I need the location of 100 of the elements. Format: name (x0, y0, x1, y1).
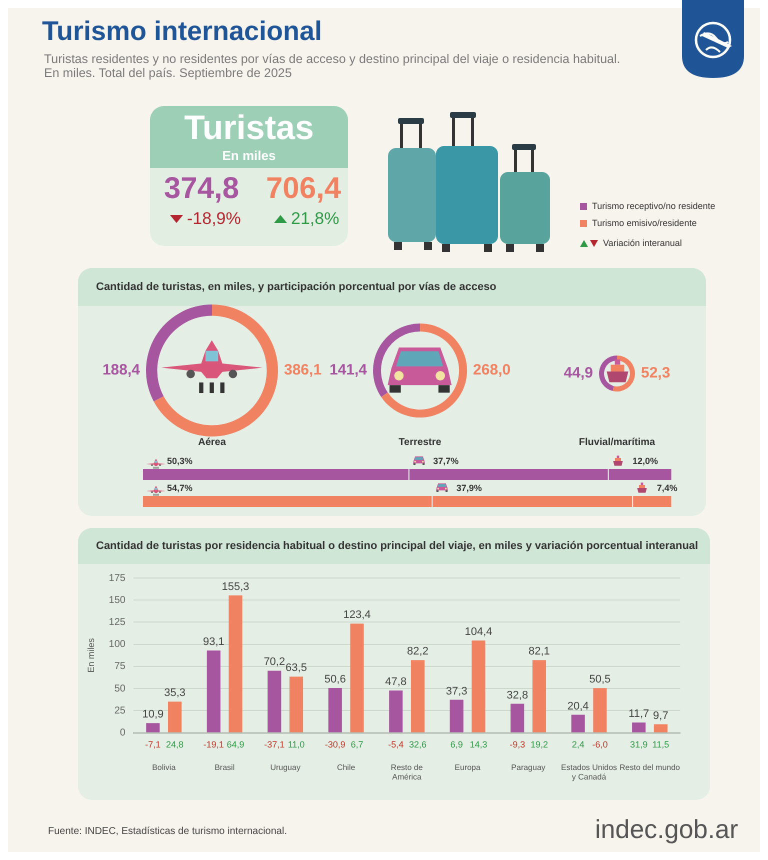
data-label: 54,7% (167, 482, 193, 493)
data-label: 123,4 (343, 609, 371, 622)
data-label: 188,4 (102, 362, 141, 379)
data-label: 82,1 (528, 646, 550, 658)
text: Variación interanual (602, 237, 683, 250)
text: -18,9% (187, 209, 241, 229)
text: -7,1 (145, 739, 161, 750)
data-label: 104,4 (464, 626, 492, 638)
text: 2,4 (572, 739, 584, 750)
data-label: 47,8 (385, 676, 407, 688)
data-label: 386,1 (284, 362, 322, 379)
y-tick-label: 175 (108, 572, 126, 584)
y-tick-label: 100 (108, 639, 126, 650)
text: 32,6 (408, 739, 427, 750)
bar (532, 660, 546, 732)
bar (268, 670, 282, 732)
y-tick-label: 50 (114, 683, 126, 694)
text: 11,5 (652, 739, 670, 750)
bar (350, 624, 364, 732)
text: Turismo emisivo/residente (591, 217, 698, 230)
y-tick-label: 25 (114, 705, 126, 716)
x-tick-label: Resto del mundo (620, 762, 681, 772)
text: 6,9 (450, 739, 463, 750)
x-tick-label: Europa (454, 762, 481, 772)
data-label: 52,3 (641, 364, 670, 382)
text: 706,4 (266, 172, 342, 206)
bar (168, 702, 182, 732)
bar (289, 676, 304, 732)
chart-title: Cantidad de turistas por residencia habitual o destino principal del viaje, en miles y variación porcentual interanual (78, 528, 710, 564)
data-label: 9,7 (653, 710, 668, 722)
bar (450, 700, 464, 732)
y-tick-label: 125 (108, 616, 126, 628)
y-tick-label: 75 (114, 661, 126, 672)
x-tick-label: Brasil (214, 762, 235, 772)
source-note: Fuente: INDEC, Estadísticas de turismo internacional. (48, 826, 287, 837)
x-tick-label: Uruguay (270, 762, 300, 772)
data-label: 37,3 (446, 685, 468, 698)
data-label: 44,9 (564, 364, 593, 382)
bar (389, 690, 403, 732)
bar (410, 660, 425, 732)
bar (472, 640, 486, 732)
data-label: 35,3 (164, 687, 186, 700)
text: Turistas residentes y no residentes por vías de acceso y destino principal del viaje o residencia habitual. En miles. Total del país. Septiembre de 2025 (44, 52, 622, 80)
data-label: 82,2 (407, 646, 428, 658)
bar (228, 595, 242, 732)
text: 6,7 (350, 739, 364, 750)
data-label: 50,6 (324, 674, 346, 686)
data-label: 32,8 (506, 689, 528, 702)
text: -19,1 (203, 739, 224, 750)
text: 11,0 (288, 739, 305, 750)
data-label: 93,1 (202, 636, 224, 648)
x-tick-label: Paraguay (511, 762, 546, 772)
text: 31,9 (630, 739, 648, 750)
text: 19,2 (530, 739, 548, 750)
y-axis-title: En miles (86, 638, 96, 673)
text: -9,3 (510, 739, 526, 750)
text: Aérea (197, 437, 227, 448)
text: Turistas (183, 108, 315, 148)
text: 14,3 (470, 739, 488, 750)
text: Turismo internacional (42, 16, 322, 47)
bar (593, 688, 607, 732)
text: 21,8% (291, 209, 340, 229)
x-tick-label: Bolivia (152, 762, 176, 772)
data-label: 155,3 (222, 580, 250, 593)
text: -37,1 (264, 739, 285, 750)
data-label: 50,5 (589, 674, 611, 686)
data-label: 12,0% (632, 456, 658, 466)
text: 24,8 (166, 739, 184, 750)
bar (328, 688, 342, 732)
text: Cantidad de turistas, en miles, y participación porcentual por vías de acceso (78, 268, 706, 306)
text: Terrestre (398, 436, 442, 448)
data-label: 37,7% (433, 456, 459, 466)
text: Turismo receptivo/no residente (591, 200, 716, 213)
y-tick-label: 0 (120, 728, 126, 739)
bar (632, 722, 646, 732)
y-tick-label: 150 (108, 594, 126, 606)
text: -5,4 (388, 739, 404, 750)
bar (654, 724, 668, 732)
text: indec.gob.ar (595, 814, 738, 845)
data-label: 70,2 (264, 656, 286, 668)
text: 64,9 (226, 739, 244, 750)
text: -30,9 (324, 739, 346, 750)
x-tick-label: Resto de América (390, 762, 424, 782)
data-label: 11,7 (628, 708, 650, 720)
data-label: 63,5 (286, 662, 307, 674)
data-label: 20,4 (567, 700, 589, 712)
x-tick-label: Estados Unidos y Canadá (561, 762, 618, 782)
text: 374,8 (164, 172, 240, 206)
data-label: 10,9 (142, 708, 164, 721)
text: -6,0 (592, 739, 608, 750)
data-label: 7,4% (656, 482, 678, 493)
text: Fluvial/marítima (578, 437, 656, 448)
text: En miles (221, 148, 277, 163)
data-label: 141,4 (329, 362, 368, 379)
bar (571, 714, 585, 732)
data-label: 268,0 (472, 362, 511, 379)
data-label: 37,9% (456, 482, 482, 493)
bar (206, 650, 220, 732)
bar (510, 704, 524, 732)
bar (146, 723, 160, 732)
